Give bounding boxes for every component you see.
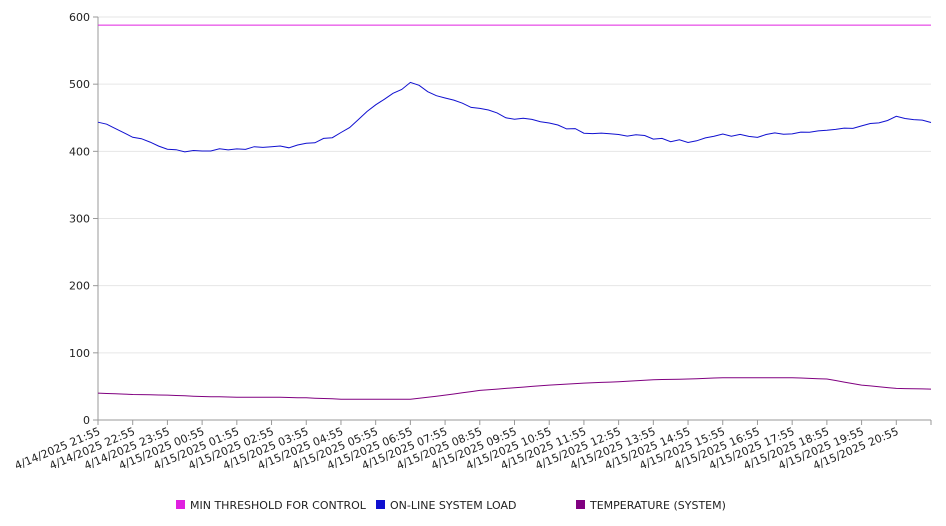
y-tick-label: 300 [69,213,90,226]
legend: MIN THRESHOLD FOR CONTROL ON-LINE SYSTEM … [176,499,726,512]
grid-layer [98,16,931,354]
y-tick-labels: 0 100 200 300 400 500 600 [69,11,90,427]
legend-swatch [576,500,585,509]
y-tick-label: 600 [69,11,90,24]
series-line [97,377,932,400]
series-layer [97,24,932,400]
series-line [97,81,932,153]
legend-label: MIN THRESHOLD FOR CONTROL [190,499,367,512]
y-tick-label: 400 [69,145,90,158]
x-tick-labels: 4/14/2025 21:554/14/2025 22:554/14/2025 … [13,425,901,473]
legend-label: ON-LINE SYSTEM LOAD [390,499,516,512]
axis-layer [93,16,932,425]
y-tick-label: 100 [69,347,90,360]
legend-swatch [376,500,385,509]
y-tick-label: 200 [69,280,90,293]
y-tick-label: 500 [69,78,90,91]
y-tick-label: 0 [83,414,90,427]
legend-label: TEMPERATURE (SYSTEM) [589,499,726,512]
legend-swatch [176,500,185,509]
